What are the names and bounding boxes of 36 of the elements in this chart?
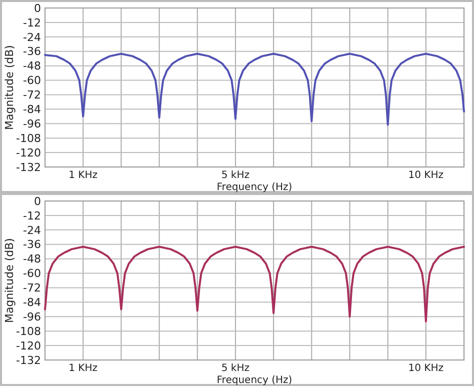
x-tick-label: 1 KHz [68,363,98,374]
y-axis-title: Magnitude (dB) [3,238,16,323]
y-tick-label: -36 [23,45,41,58]
y-tick-label: -84 [23,103,41,116]
y-tick-label: -72 [23,282,41,295]
y-tick-label: -120 [16,146,41,160]
y-tick-label: -60 [23,267,41,280]
y-tick-label: -120 [16,339,41,352]
y-tick-label: 0 [34,2,41,15]
y-tick-label: 0 [34,194,41,208]
y-tick-label: -108 [16,324,41,338]
y-tick-label: -108 [16,132,41,145]
y-tick-label: -96 [23,310,41,324]
y-tick-label: -60 [23,74,41,88]
line-series [44,52,465,126]
y-tick-label: -132 [16,160,41,174]
y-tick-label: -12 [23,209,41,222]
y-tick-label: -72 [23,88,41,102]
x-axis-title: Frequency (Hz) [216,375,292,386]
y-tick-label: -48 [23,252,41,266]
x-tick-label: 10 KHz [408,170,444,181]
y-tick-label: -132 [16,354,41,367]
y-tick-label: -96 [23,117,41,130]
x-tick-label: 5 kHz [221,363,250,374]
x-tick-label: 1 KHz [68,170,98,181]
y-tick-label: -36 [23,238,41,252]
y-tick-label: -24 [23,224,41,237]
y-axis-title: Magnitude (dB) [3,45,16,130]
x-tick-label: 10 KHz [408,363,444,374]
x-axis-title: Frequency (Hz) [216,182,292,193]
x-tick-label: 5 kHz [221,170,250,181]
y-tick-label: -48 [23,60,41,73]
y-tick-label: -24 [23,30,41,44]
line-series [44,246,465,322]
y-tick-label: -84 [23,296,41,310]
y-tick-label: -12 [23,16,41,30]
